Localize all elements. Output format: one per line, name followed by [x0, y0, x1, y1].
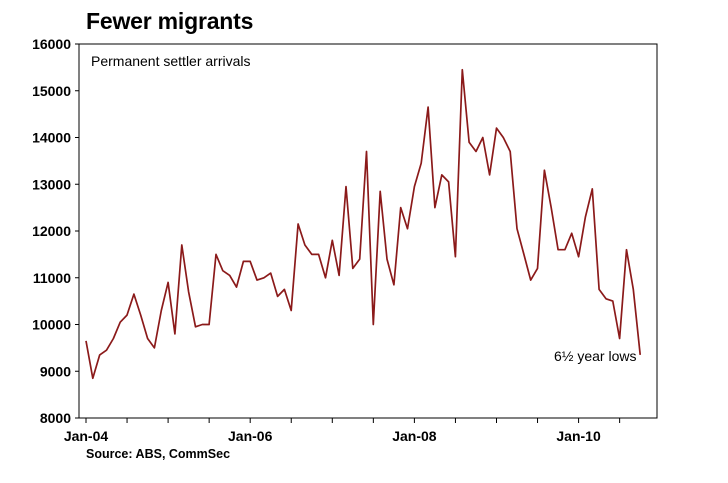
annotation-label: 6½ year lows [554, 348, 636, 364]
x-tick-label: Jan-10 [556, 428, 601, 444]
x-axis: Jan-04 Jan-06 Jan-08 Jan-10 [64, 418, 621, 444]
x-tick-label: Jan-06 [228, 428, 273, 444]
x-tick-label: Jan-08 [392, 428, 437, 444]
series-line [85, 68, 642, 380]
y-tick-label: 9000 [40, 363, 71, 379]
y-tick-label: 11000 [33, 270, 71, 286]
y-tick-label: 10000 [32, 317, 71, 333]
y-tick-label: 16000 [32, 36, 71, 52]
y-axis: 8000 9000 10000 11000 12000 13000 14000 15000 16… [32, 36, 79, 426]
x-tick-label: Jan-04 [64, 428, 109, 444]
y-tick-label: 12000 [32, 223, 71, 239]
y-tick-label: 15000 [32, 83, 71, 99]
chart-title: Fewer migrants [86, 8, 254, 34]
source-note: Source: ABS, CommSec [86, 447, 231, 461]
y-tick-label: 13000 [32, 176, 71, 192]
chart-subtitle: Permanent settler arrivals [91, 53, 251, 69]
y-tick-label: 8000 [40, 410, 71, 426]
y-tick-label: 14000 [32, 130, 71, 146]
